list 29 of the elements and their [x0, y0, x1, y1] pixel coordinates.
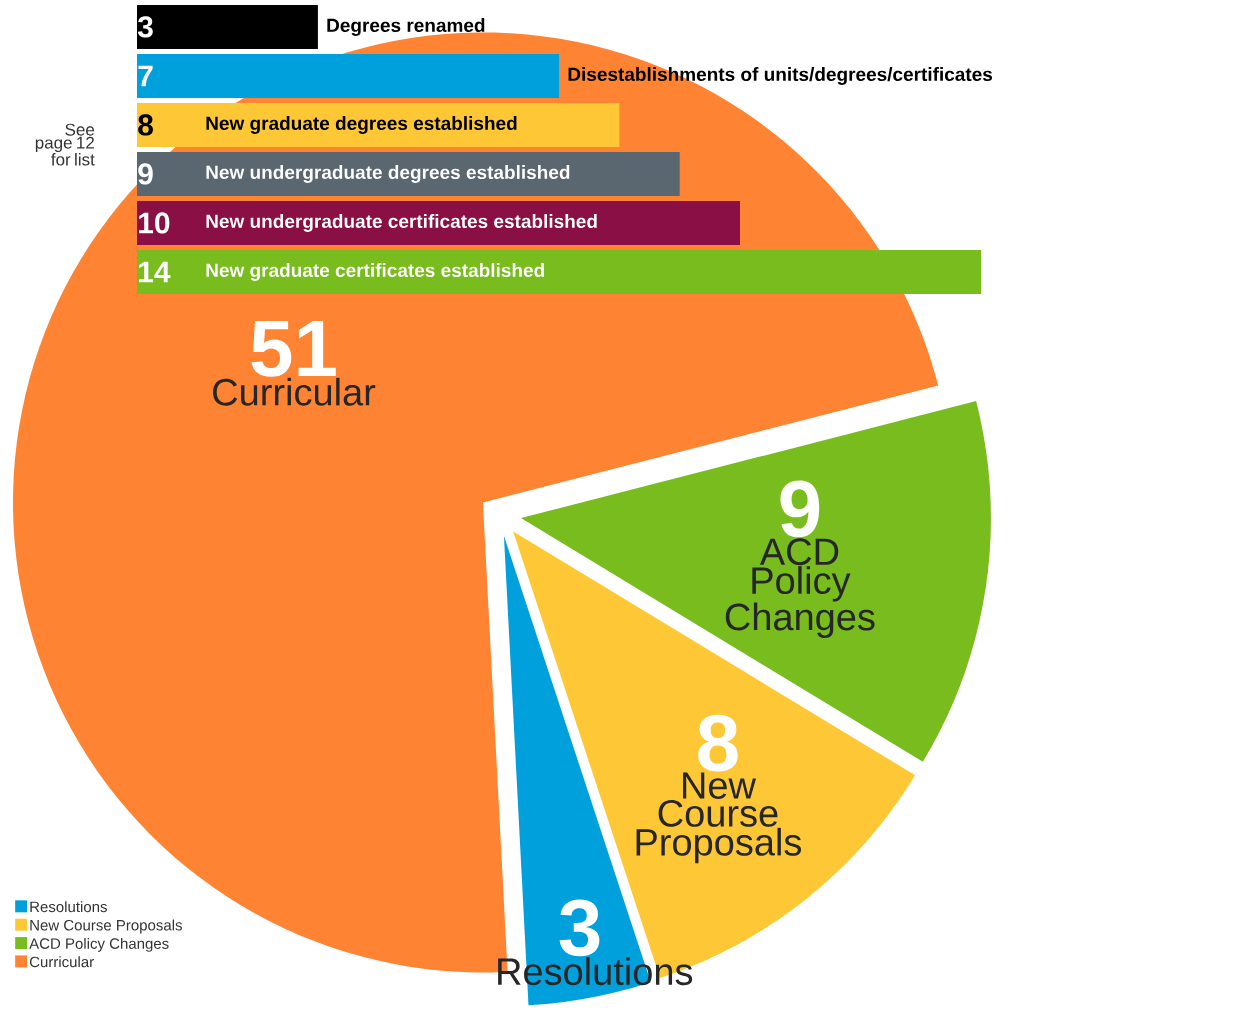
data-label: 3 — [137, 16, 153, 38]
bar — [137, 200, 741, 245]
slice-label: ACD Policy Changes — [725, 538, 875, 638]
data-label: 14 — [139, 261, 171, 283]
legend-label: New Course Proposals — [30, 919, 182, 934]
bar — [137, 4, 318, 49]
data-label: 8 — [698, 714, 738, 772]
y-tick-label: New undergraduate certificates established — [206, 214, 597, 232]
bar — [137, 151, 680, 196]
y-tick-label: Degrees renamed — [327, 18, 485, 36]
bar — [137, 53, 560, 98]
bar — [137, 249, 982, 294]
legend-label: ACD Policy Changes — [29, 937, 169, 952]
y-tick-label: New undergraduate degrees established — [206, 165, 570, 183]
text: See page 12 for list — [35, 123, 95, 166]
bar — [137, 102, 620, 147]
legend-label: Curricular — [29, 956, 94, 968]
data-label: 3 — [559, 899, 600, 957]
legend-label: Resolutions — [30, 901, 107, 913]
y-tick-label: New graduate degrees established — [206, 116, 517, 134]
data-label: 10 — [139, 212, 170, 234]
slice-label: New Course Proposals — [636, 772, 802, 864]
y-tick-label: New graduate certificates established — [206, 263, 544, 281]
data-label: 9 — [138, 163, 153, 185]
data-label: 51 — [251, 321, 336, 377]
data-label: 7 — [138, 65, 153, 87]
data-label: 9 — [780, 480, 820, 538]
data-label: 8 — [138, 114, 153, 136]
slice-label: Curricular — [213, 377, 376, 406]
